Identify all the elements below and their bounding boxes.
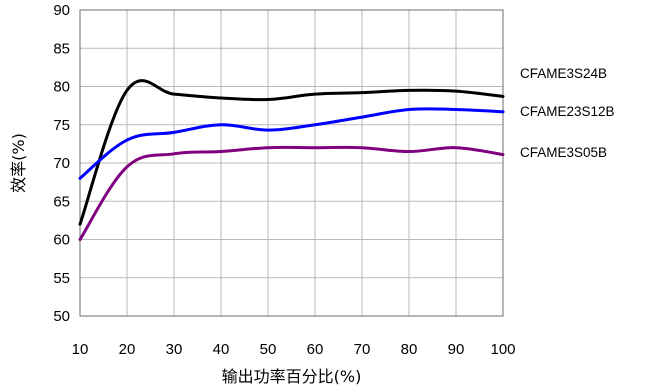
x-tick-label: 30 bbox=[166, 341, 183, 358]
series-lines bbox=[78, 79, 505, 241]
y-tick-label: 50 bbox=[53, 308, 70, 325]
x-tick-label: 60 bbox=[307, 341, 324, 358]
plot-area-frame bbox=[79, 9, 504, 317]
series-label-cfame3s05b: CFAME3S05B bbox=[520, 145, 607, 160]
y-axis-title: 效率(%) bbox=[9, 133, 28, 193]
y-tick-label: 70 bbox=[53, 155, 70, 172]
series-line-cfame3s05b bbox=[78, 145, 505, 241]
series-labels: CFAME3S24B CFAME23S12B CFAME3S05B bbox=[520, 66, 615, 160]
x-tick-label: 80 bbox=[401, 341, 418, 358]
y-tick-label: 65 bbox=[53, 193, 70, 210]
x-axis-title: 输出功率百分比(%) bbox=[222, 367, 362, 386]
series-line-cfame23s12b bbox=[78, 107, 505, 180]
x-tick-label: 20 bbox=[119, 341, 136, 358]
series-label-cfame3s24b: CFAME3S24B bbox=[520, 66, 607, 81]
grid bbox=[79, 9, 504, 317]
y-tick-label: 75 bbox=[53, 117, 70, 134]
series-line-cfame3s24b bbox=[78, 79, 505, 226]
y-tick-label: 55 bbox=[53, 270, 70, 287]
x-axis-ticks: 10 20 30 40 50 60 70 80 90 100 bbox=[72, 341, 516, 358]
x-tick-label: 50 bbox=[260, 341, 277, 358]
x-tick-label: 90 bbox=[448, 341, 465, 358]
x-tick-label: 70 bbox=[354, 341, 371, 358]
y-axis-ticks: 50 55 60 65 70 75 80 85 90 bbox=[53, 2, 70, 325]
y-tick-label: 90 bbox=[53, 2, 70, 19]
y-tick-label: 85 bbox=[53, 40, 70, 57]
x-tick-label: 100 bbox=[490, 341, 515, 358]
y-tick-label: 80 bbox=[53, 79, 70, 96]
x-tick-label: 10 bbox=[72, 341, 89, 358]
x-tick-label: 40 bbox=[213, 341, 230, 358]
series-label-cfame23s12b: CFAME23S12B bbox=[520, 104, 615, 119]
y-tick-label: 60 bbox=[53, 232, 70, 249]
